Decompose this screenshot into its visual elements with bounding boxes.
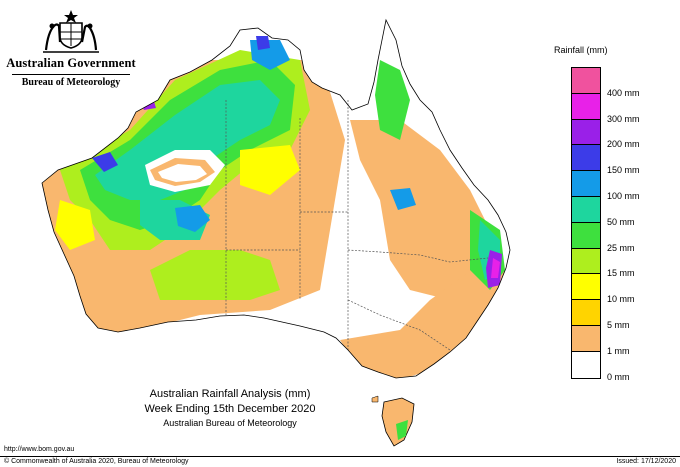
- legend-label: 25 mm: [607, 242, 635, 253]
- legend-label: 400 mm: [607, 87, 640, 98]
- header-divider: [12, 74, 130, 75]
- legend-label: 1 mm: [607, 345, 630, 356]
- legend-swatch: [572, 68, 600, 94]
- government-header: Australian Government Bureau of Meteorol…: [6, 8, 136, 88]
- legend-swatch: [572, 171, 600, 197]
- legend-swatch: [572, 119, 600, 146]
- legend-label: 0 mm: [607, 371, 630, 382]
- map-caption: Australian Rainfall Analysis (mm) Week E…: [130, 388, 330, 428]
- legend-swatch: [572, 93, 600, 120]
- legend-label: 5 mm: [607, 320, 630, 330]
- legend-label: 10 mm: [607, 294, 635, 305]
- legend-color-bar: [571, 67, 601, 379]
- legend-swatch: [572, 145, 600, 172]
- legend-swatch: [572, 351, 600, 378]
- website-url: http://www.bom.gov.au: [4, 446, 75, 453]
- legend-label: 50 mm: [607, 216, 635, 227]
- caption-title: Australian Rainfall Analysis (mm): [149, 388, 311, 400]
- issued-date: Issued: 17/12/2020: [616, 458, 676, 465]
- government-title: Australian Government: [6, 56, 136, 70]
- legend-swatch: [572, 274, 600, 301]
- legend-swatch: [572, 222, 600, 249]
- legend-label: 300 mm: [607, 113, 640, 124]
- legend-label: 15 mm: [607, 268, 635, 279]
- king-island: [371, 395, 379, 403]
- rainfall-map: [41, 18, 511, 447]
- legend-swatch: [572, 196, 600, 223]
- agency-name: Bureau of Meteorology: [21, 77, 121, 88]
- legend-label: 150 mm: [607, 165, 640, 176]
- mainland-australia: [41, 18, 511, 379]
- legend-title: Rainfall (mm): [554, 45, 608, 55]
- legend-swatch: [572, 248, 600, 275]
- footer-divider: [0, 456, 680, 457]
- coat-of-arms-icon: [43, 10, 99, 53]
- legend-swatch: [572, 325, 600, 352]
- tasmania: [381, 397, 415, 447]
- legend-label: 100 mm: [607, 191, 640, 201]
- caption-source: Australian Bureau of Meteorology: [163, 418, 297, 428]
- copyright-notice: © Commonwealth of Australia 2020, Bureau…: [4, 458, 189, 465]
- legend-label: 200 mm: [607, 139, 640, 150]
- caption-period: Week Ending 15th December 2020: [144, 403, 316, 415]
- legend-swatch: [572, 300, 600, 326]
